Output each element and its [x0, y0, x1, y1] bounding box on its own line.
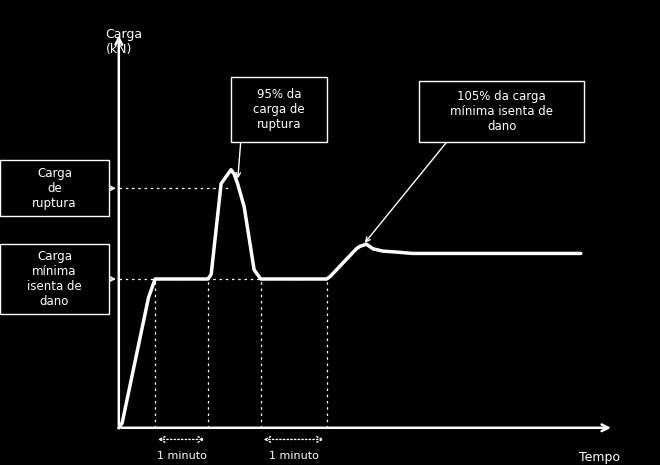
Text: Carga
mínima
isenta de
dano: Carga mínima isenta de dano	[27, 250, 82, 308]
FancyBboxPatch shape	[0, 244, 109, 314]
Text: 1 minuto: 1 minuto	[269, 451, 319, 461]
Text: Carga
(kN): Carga (kN)	[106, 28, 143, 56]
Text: 1 minuto: 1 minuto	[156, 451, 207, 461]
Text: 105% da carga
mínima isenta de
dano: 105% da carga mínima isenta de dano	[450, 90, 553, 133]
FancyBboxPatch shape	[419, 81, 584, 142]
Text: Carga
de
ruptura: Carga de ruptura	[32, 167, 77, 210]
FancyBboxPatch shape	[0, 160, 109, 216]
FancyBboxPatch shape	[231, 77, 327, 142]
Text: Tempo
(minutos): Tempo (minutos)	[560, 451, 620, 465]
Text: 95% da
carga de
ruptura: 95% da carga de ruptura	[253, 88, 305, 131]
